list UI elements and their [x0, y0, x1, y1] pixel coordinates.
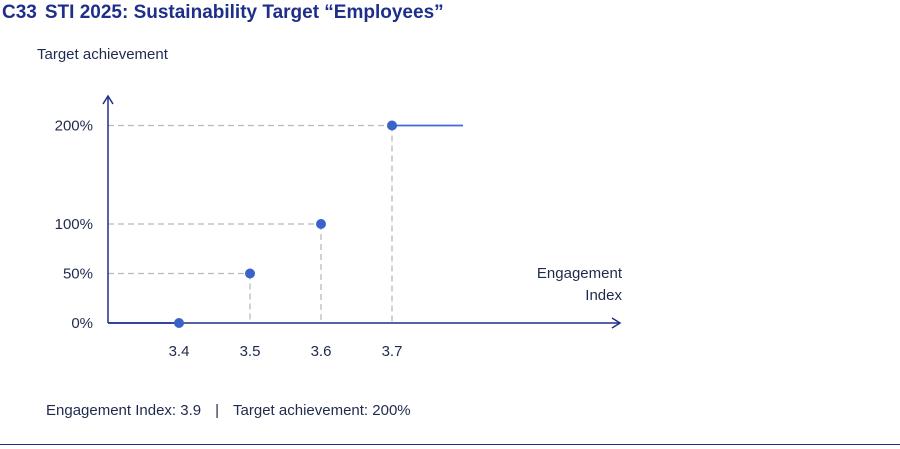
x-tick-label: 3.4	[169, 343, 190, 360]
chart-title-text: STI 2025: Sustainability Target “Employe…	[44, 2, 444, 23]
x-tick-label: 3.7	[382, 343, 403, 360]
data-point	[387, 120, 397, 131]
footer-summary: Engagement Index: 3.9 | Target achievement…	[46, 402, 411, 419]
y-axis-label: Target achievement	[37, 46, 169, 63]
x-axis-arrow-icon	[611, 317, 622, 329]
y-tick-label: 0%	[71, 315, 93, 332]
footer-separator: |	[215, 402, 220, 419]
x-tick-labels: 3.4 3.5 3.6 3.7	[169, 343, 403, 360]
y-axis-arrow-icon	[102, 94, 114, 105]
chart-title: C33 STI 2025: Sustainability Target “Empl…	[2, 2, 444, 24]
footer-target-achievement: Target achievement: 200%	[233, 402, 411, 419]
bottom-divider	[0, 444, 900, 445]
y-tick-label: 50%	[63, 266, 93, 283]
x-tick-label: 3.6	[311, 343, 332, 360]
x-axis-label-line1: Engagement	[537, 265, 623, 282]
data-points	[174, 120, 397, 328]
y-tick-labels: 0% 50% 100% 200%	[55, 118, 93, 333]
guide-lines	[108, 124, 393, 323]
y-tick-label: 100%	[55, 216, 93, 233]
footer-engagement-index: Engagement Index: 3.9	[46, 402, 202, 419]
data-point	[174, 318, 184, 328]
data-point	[245, 268, 255, 279]
x-tick-label: 3.5	[240, 343, 261, 360]
y-tick-label: 200%	[55, 118, 93, 135]
x-axis-label-line2: Index	[585, 287, 622, 304]
data-point	[316, 219, 326, 229]
chart-number: C33	[2, 2, 37, 23]
